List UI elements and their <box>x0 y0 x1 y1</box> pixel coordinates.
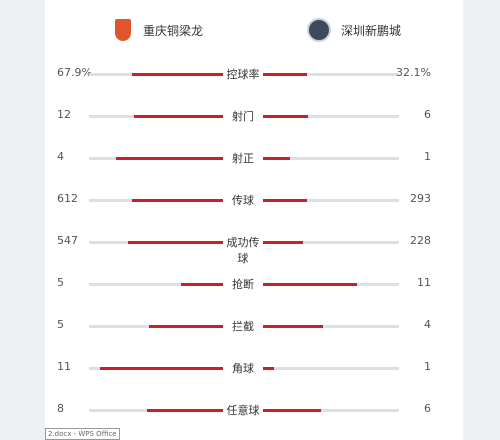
away-stat-track <box>263 325 399 328</box>
round-badge-icon <box>307 18 331 42</box>
home-stat-value: 11 <box>57 360 71 373</box>
home-stat-bar <box>146 409 223 412</box>
away-stat-value: 6 <box>424 108 431 121</box>
stat-row: 612 传球 293 <box>45 190 463 210</box>
away-stat-bar <box>263 367 275 370</box>
stats-panel: 重庆铜梁龙 深圳新鹏城 67.9% 控球率 32.1% 12 射门 6 4 射正 1 612 传球 2… <box>45 0 463 440</box>
stat-label: 射正 <box>232 152 254 165</box>
shield-crest-icon <box>115 19 131 41</box>
home-stat-value: 12 <box>57 108 71 121</box>
away-team-name: 深圳新鹏城 <box>341 23 402 38</box>
away-stat-value: 6 <box>424 402 431 415</box>
home-stat-bar <box>148 325 223 328</box>
away-stat-bar <box>263 157 291 160</box>
home-stat-bar <box>133 115 223 118</box>
away-stat-bar <box>263 115 309 118</box>
home-stat-track <box>89 241 223 244</box>
stat-label: 传球 <box>232 194 254 207</box>
away-stat-value: 228 <box>410 234 431 247</box>
away-stat-bar <box>263 325 324 328</box>
stat-label: 任意球 <box>226 404 260 417</box>
away-stat-value: 1 <box>424 360 431 373</box>
away-stat-value: 11 <box>417 276 431 289</box>
home-stat-bar <box>128 241 223 244</box>
home-stat-track <box>89 325 223 328</box>
home-stat-value: 67.9% <box>57 66 92 79</box>
home-stat-track <box>89 283 223 286</box>
away-stat-value: 1 <box>424 150 431 163</box>
away-stat-track <box>263 157 399 160</box>
away-stat-track <box>263 367 399 370</box>
stat-row: 67.9% 控球率 32.1% <box>45 64 463 84</box>
stat-row: 5 抢断 11 <box>45 274 463 294</box>
stat-label: 成功传球 <box>226 236 260 265</box>
away-stat-bar <box>263 73 307 76</box>
home-team[interactable]: 重庆铜梁龙 <box>115 15 203 45</box>
away-stat-value: 293 <box>410 192 431 205</box>
away-stat-track <box>263 283 399 286</box>
stat-label: 拦截 <box>232 320 254 333</box>
away-stat-track <box>263 199 399 202</box>
stat-row: 5 拦截 4 <box>45 316 463 336</box>
away-stat-track <box>263 73 399 76</box>
home-stat-bar <box>132 73 223 76</box>
home-team-name: 重庆铜梁龙 <box>143 23 204 38</box>
away-stat-bar <box>263 409 322 412</box>
away-stat-bar <box>263 241 303 244</box>
away-stat-bar <box>263 283 357 286</box>
home-stat-value: 8 <box>57 402 64 415</box>
home-stat-track <box>89 409 223 412</box>
home-stat-bar <box>115 157 223 160</box>
stat-row: 547 成功传球 228 <box>45 232 463 265</box>
away-stat-bar <box>263 199 308 202</box>
away-stat-value: 4 <box>424 318 431 331</box>
away-stat-track <box>263 409 399 412</box>
away-team[interactable]: 深圳新鹏城 <box>307 15 401 45</box>
stat-row: 11 角球 1 <box>45 358 463 378</box>
home-stat-value: 5 <box>57 276 64 289</box>
home-stat-track <box>89 73 223 76</box>
home-stat-track <box>89 199 223 202</box>
home-stat-bar <box>100 367 223 370</box>
taskbar-tooltip: 2.docx - WPS Office <box>45 428 120 440</box>
home-stat-bar <box>181 283 223 286</box>
stat-label: 射门 <box>232 110 254 123</box>
home-stat-track <box>89 367 223 370</box>
home-stat-track <box>89 115 223 118</box>
stat-label: 控球率 <box>226 68 260 81</box>
away-stat-track <box>263 241 399 244</box>
home-stat-track <box>89 157 223 160</box>
home-stat-value: 612 <box>57 192 78 205</box>
stat-row: 8 任意球 6 <box>45 400 463 420</box>
home-stat-value: 4 <box>57 150 64 163</box>
home-stat-bar <box>132 199 223 202</box>
home-stat-value: 547 <box>57 234 78 247</box>
stat-row: 4 射正 1 <box>45 148 463 168</box>
away-stat-track <box>263 115 399 118</box>
stat-label: 抢断 <box>232 278 254 291</box>
home-stat-value: 5 <box>57 318 64 331</box>
stat-row: 12 射门 6 <box>45 106 463 126</box>
away-stat-value: 32.1% <box>396 66 431 79</box>
stat-label: 角球 <box>232 362 254 375</box>
